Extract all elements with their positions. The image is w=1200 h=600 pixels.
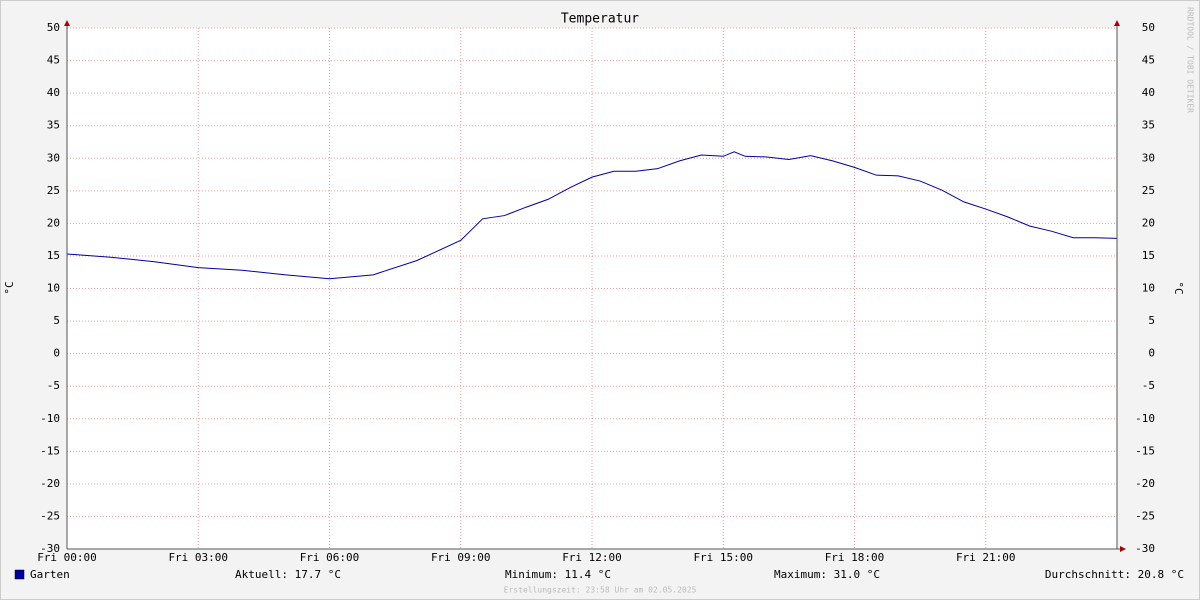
y-tick-label: 20 <box>47 216 60 229</box>
y2-tick-label: -5 <box>1142 379 1155 392</box>
y-tick-label: -5 <box>47 379 60 392</box>
legend-stat: Minimum: 11.4 °C <box>505 568 611 581</box>
y2-tick-label: 5 <box>1148 314 1155 327</box>
y-tick-label: -10 <box>40 412 60 425</box>
x-tick-label: Fri 21:00 <box>956 551 1016 564</box>
legend-swatch <box>14 569 25 580</box>
y2-tick-label: 40 <box>1142 86 1155 99</box>
y2-tick-label: -15 <box>1135 444 1155 457</box>
y-tick-label: 40 <box>47 86 60 99</box>
y2-tick-label: -25 <box>1135 509 1155 522</box>
legend-stat: Maximum: 31.0 °C <box>774 568 880 581</box>
y2-tick-label: 35 <box>1142 119 1155 132</box>
series-line <box>66 151 1118 280</box>
y2-tick-label: 10 <box>1142 282 1155 295</box>
y-tick-label: 10 <box>47 282 60 295</box>
y-tick-label: 35 <box>47 119 60 132</box>
y-tick-label: 25 <box>47 184 60 197</box>
y-tick-label: -15 <box>40 444 60 457</box>
y-tick-label: -25 <box>40 509 60 522</box>
x-tick-label: Fri 09:00 <box>431 551 491 564</box>
y2-tick-label: -20 <box>1135 477 1155 490</box>
marks <box>66 151 1118 280</box>
y-tick-label: 0 <box>53 347 60 360</box>
y-tick-label: 30 <box>47 151 60 164</box>
x-tick-label: Fri 06:00 <box>300 551 360 564</box>
legend-label: Garten <box>30 568 70 581</box>
y-tick-label: -30 <box>40 542 60 555</box>
y2-axis-label: °C <box>1172 281 1185 294</box>
y2-tick-label: 20 <box>1142 216 1155 229</box>
legend-stat: Aktuell: 17.7 °C <box>235 568 341 581</box>
y-tick-label: 5 <box>53 314 60 327</box>
y2-tick-label: 45 <box>1142 54 1155 67</box>
footer: Erstellungszeit: 23:58 Uhr am 02.05.2025 <box>504 586 697 595</box>
y-tick-label: 45 <box>47 54 60 67</box>
y2-tick-label: -10 <box>1135 412 1155 425</box>
x-tick-label: Fri 12:00 <box>562 551 622 564</box>
y2-tick-label: -30 <box>1135 542 1155 555</box>
y2-tick-label: 30 <box>1142 151 1155 164</box>
x-tick-label: Fri 15:00 <box>693 551 753 564</box>
y-tick-label: 50 <box>47 21 60 34</box>
y2-tick-label: 25 <box>1142 184 1155 197</box>
x-tick-label: Fri 00:00 <box>37 551 97 564</box>
chart-title: Temperatur <box>561 12 639 27</box>
grid <box>66 27 1117 550</box>
x-tick-label: Fri 18:00 <box>825 551 885 564</box>
x-tick-label: Fri 03:00 <box>168 551 228 564</box>
y2-tick-label: 0 <box>1148 347 1155 360</box>
y2-tick-label: 50 <box>1142 21 1155 34</box>
y2-tick-label: 15 <box>1142 249 1155 262</box>
watermark: RRDTOOL / TOBI OETIKER <box>1186 7 1195 113</box>
y-tick-label: -20 <box>40 477 60 490</box>
y-axis-label: °C <box>3 281 16 294</box>
legend-stat: Durchschnitt: 20.8 °C <box>1045 568 1184 581</box>
y-tick-label: 15 <box>47 249 60 262</box>
